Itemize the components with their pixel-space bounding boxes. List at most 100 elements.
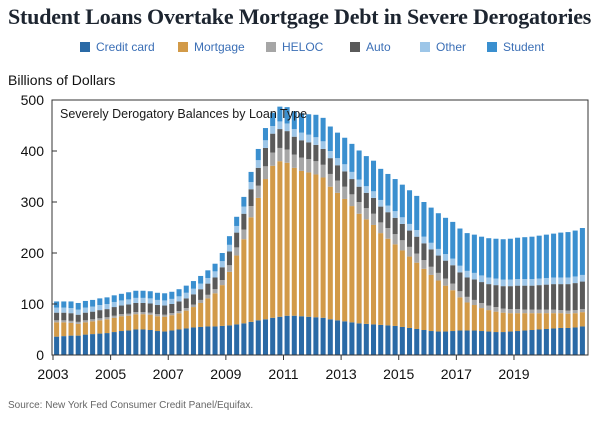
bar-heloc	[493, 307, 499, 312]
legend-label: Student	[503, 40, 545, 54]
bar-mortgage	[205, 298, 211, 327]
bar-other	[320, 141, 326, 149]
bar-credit-card	[392, 325, 398, 355]
bar-mortgage	[147, 314, 153, 331]
bar-credit-card	[515, 331, 521, 355]
bar-other	[75, 309, 81, 315]
bar-heloc	[529, 309, 535, 314]
bar-other	[385, 205, 391, 213]
bar-heloc	[255, 185, 261, 198]
legend-swatch	[350, 42, 360, 52]
bar-credit-card	[111, 332, 117, 355]
bar-other	[414, 230, 420, 237]
bar-auto	[486, 284, 492, 306]
bar-mortgage	[515, 313, 521, 332]
bar-heloc	[334, 180, 341, 193]
bar-credit-card	[435, 331, 441, 355]
legend-swatch	[178, 42, 188, 52]
bar-heloc	[82, 320, 88, 323]
bar-mortgage	[457, 297, 463, 331]
bar-mortgage	[551, 313, 557, 329]
bar-heloc	[543, 309, 549, 314]
bar-other	[407, 223, 413, 231]
bar-student	[435, 213, 441, 249]
bar-student	[572, 230, 578, 277]
bar-auto	[342, 171, 348, 187]
bar-mortgage	[183, 310, 189, 329]
legend-item-student: Student	[487, 40, 544, 54]
bar-credit-card	[371, 324, 377, 355]
bar-heloc	[306, 159, 312, 173]
bar-heloc	[572, 310, 578, 314]
bar-mortgage	[68, 322, 74, 336]
bar-credit-card	[428, 331, 434, 355]
legend-swatch	[420, 42, 430, 52]
bar-heloc	[457, 291, 463, 298]
legend-swatch	[80, 42, 90, 52]
bar-student	[486, 238, 492, 278]
bar-student	[61, 301, 67, 308]
bar-auto	[407, 230, 413, 247]
bar-auto	[176, 301, 182, 312]
bar-mortgage	[334, 192, 341, 321]
legend-label: Credit card	[96, 40, 155, 54]
bar-credit-card	[162, 331, 168, 355]
bar-student	[154, 292, 160, 300]
bar-other	[428, 242, 434, 250]
bar-heloc	[154, 314, 160, 317]
bar-credit-card	[320, 317, 326, 355]
bar-student	[500, 239, 506, 280]
bar-student	[313, 114, 319, 138]
bar-auto	[450, 265, 456, 284]
bar-heloc	[356, 202, 362, 214]
bar-heloc	[392, 234, 398, 245]
bar-mortgage	[435, 280, 441, 332]
bar-auto	[515, 285, 521, 310]
bar-student	[82, 300, 88, 308]
bar-mortgage	[126, 315, 132, 331]
bar-auto	[104, 309, 110, 318]
bar-auto	[68, 313, 74, 321]
bar-auto	[378, 206, 384, 223]
bar-credit-card	[493, 332, 499, 355]
bar-mortgage	[54, 322, 60, 337]
bar-student	[515, 237, 521, 280]
bar-student	[450, 221, 456, 259]
bar-mortgage	[536, 313, 542, 330]
bar-credit-card	[262, 319, 268, 355]
bar-heloc	[579, 309, 585, 313]
legend-item-heloc: HELOC	[266, 40, 323, 54]
bar-student	[385, 173, 391, 206]
bar-other	[457, 265, 463, 273]
bar-other	[241, 206, 247, 214]
bar-auto	[219, 267, 225, 281]
bar-auto	[169, 304, 175, 314]
bar-credit-card	[407, 327, 413, 355]
bar-mortgage	[486, 310, 492, 332]
bar-heloc	[421, 260, 427, 269]
bar-student	[234, 216, 240, 226]
bar-other	[68, 308, 74, 314]
bar-other	[90, 306, 96, 312]
bar-heloc	[565, 310, 571, 314]
bar-student	[327, 126, 333, 151]
bar-mortgage	[392, 244, 398, 326]
bar-other	[176, 296, 182, 302]
chart-inner-title: Severely Derogatory Balances by Loan Typ…	[60, 107, 307, 121]
bar-credit-card	[536, 329, 542, 355]
bar-student	[342, 137, 348, 165]
bar-other	[104, 304, 110, 310]
bar-student	[543, 234, 549, 278]
y-tick-label: 400	[21, 143, 45, 159]
bar-auto	[572, 283, 578, 311]
bar-heloc	[471, 299, 477, 306]
bar-mortgage	[543, 313, 549, 329]
bar-credit-card	[198, 326, 204, 355]
bar-other	[306, 134, 312, 143]
bar-heloc	[61, 320, 67, 323]
bar-other	[284, 123, 290, 132]
bar-student	[457, 228, 463, 266]
bar-mortgage	[111, 317, 117, 333]
bar-mortgage	[198, 302, 204, 327]
bar-heloc	[205, 294, 211, 299]
